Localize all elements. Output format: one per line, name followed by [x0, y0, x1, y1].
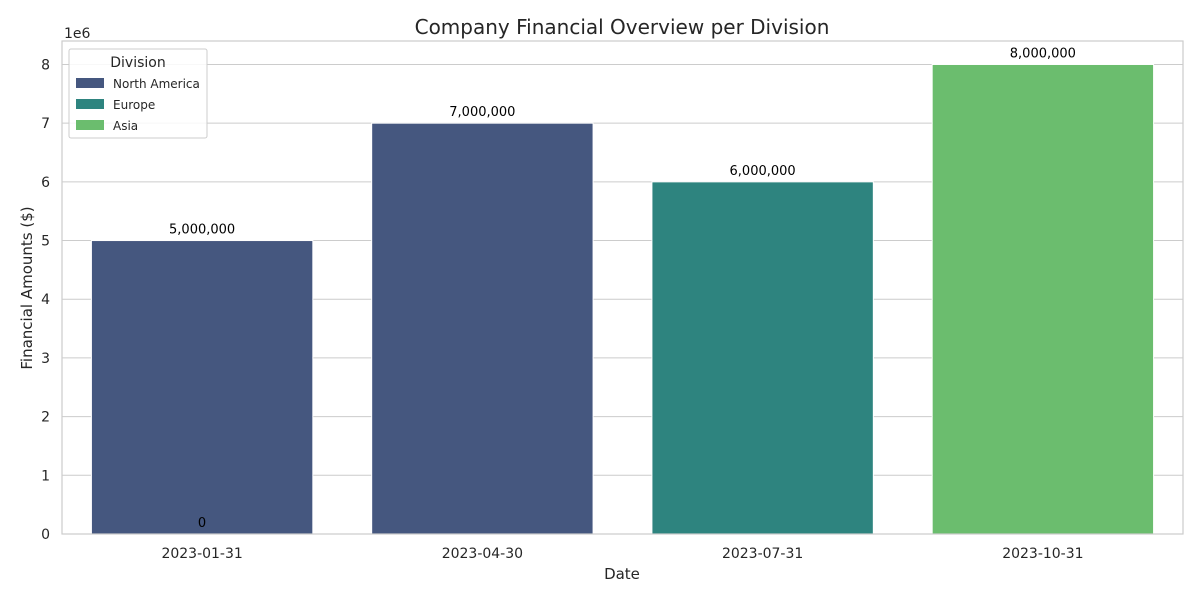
y-tick-labels: 0 1 2 3 4 5 6 7 8: [41, 57, 50, 543]
y-tick-label: 4: [41, 292, 50, 308]
legend-entry: Asia: [113, 119, 138, 133]
x-tick-label: 2023-07-31: [722, 546, 803, 562]
bar: [931, 63, 1155, 535]
bar-labels: 5,000,000 7,000,000 6,000,000 8,000,000: [169, 46, 1076, 237]
y-tick-label: 3: [41, 351, 50, 367]
y-tick-label: 6: [41, 175, 50, 191]
legend-entry: Europe: [113, 98, 155, 112]
y-tick-label: 1: [41, 468, 50, 484]
y-tick-label: 7: [41, 116, 50, 132]
y-scale-label: 1e6: [64, 26, 91, 42]
x-tick-label: 2023-01-31: [161, 546, 242, 562]
bar: [371, 122, 594, 535]
y-axis-label: Financial Amounts ($): [18, 206, 36, 369]
legend-entry: North America: [113, 77, 200, 91]
bar-value-label: 8,000,000: [1010, 46, 1076, 61]
legend-swatch: [76, 78, 104, 88]
bar: [651, 181, 874, 535]
y-tick-label: 0: [41, 527, 50, 543]
legend: Division North America Europe Asia: [68, 48, 208, 139]
x-tick-label: 2023-10-31: [1002, 546, 1083, 562]
legend-swatch: [76, 120, 104, 130]
plot-frame: [61, 40, 1184, 535]
x-tick-label: 2023-04-30: [442, 546, 523, 562]
zero-label: 0: [198, 516, 206, 531]
x-axis-label: Date: [604, 565, 640, 583]
bar-value-label: 7,000,000: [449, 105, 515, 120]
chart-title: Company Financial Overview per Division: [415, 15, 830, 39]
legend-title: Division: [110, 55, 165, 71]
bar-value-label: 6,000,000: [730, 164, 796, 179]
legend-swatch: [76, 99, 104, 109]
y-tick-label: 8: [41, 57, 50, 73]
y-tick-label: 5: [41, 234, 50, 250]
x-tick-labels: 2023-01-31 2023-04-30 2023-07-31 2023-10-31: [161, 546, 1083, 562]
bar-value-label: 5,000,000: [169, 223, 235, 238]
bars: [90, 63, 1155, 535]
y-tick-label: 2: [41, 410, 50, 426]
bar: [90, 240, 314, 535]
legend-box: [68, 48, 208, 139]
